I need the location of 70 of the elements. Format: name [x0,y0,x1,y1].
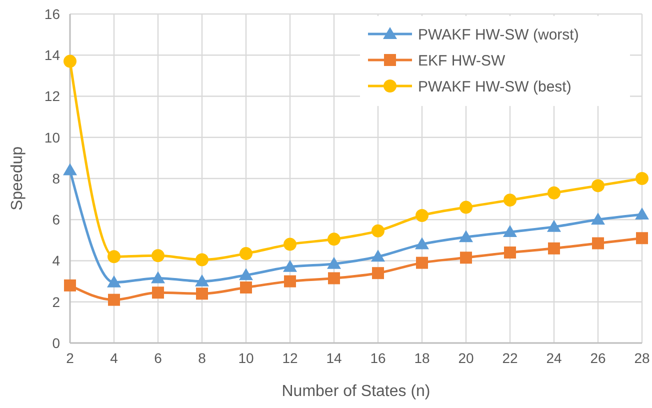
x-tick-label: 8 [198,350,206,366]
x-tick-label: 22 [502,350,518,366]
point [372,224,384,238]
y-axis-title: Speedup [9,146,26,211]
point [371,250,385,262]
legend-label: EKF HW-SW [418,52,506,70]
point [239,268,253,280]
point [240,281,252,294]
point [415,237,429,250]
legend-label: PWAKF HW-SW (best) [418,78,572,96]
x-tick-label: 6 [154,350,162,366]
point [328,272,340,284]
point [459,230,473,242]
point [416,256,428,269]
x-tick-label: 18 [414,350,430,366]
x-tick-label: 14 [326,350,342,366]
point [195,274,209,286]
point [107,275,121,288]
x-tick-label: 28 [634,350,650,366]
y-tick-label: 8 [52,170,60,186]
point [151,271,165,284]
x-tick-label: 2 [66,350,74,366]
x-tick-label: 26 [590,350,606,366]
y-tick-label: 16 [44,6,60,22]
point [591,212,605,225]
x-tick-label: 10 [238,350,254,366]
y-tick-label: 12 [44,88,60,104]
point [372,267,384,280]
point [196,253,208,266]
y-tick-label: 0 [52,334,60,351]
y-tick-label: 6 [52,212,60,228]
point [328,232,340,246]
point [460,200,472,214]
point [592,237,604,250]
point [284,238,296,251]
point [416,209,428,222]
point [460,252,472,264]
y-tick-label: 4 [52,252,60,269]
legend-label: PWAKF HW-SW (worst) [418,26,579,44]
point [63,163,77,176]
point [503,224,517,237]
point [636,232,648,244]
point [240,247,252,260]
point [504,246,516,259]
point [108,294,120,306]
point [592,179,604,192]
x-axis-title: Number of States (n) [282,383,430,400]
point [327,256,341,269]
point [548,186,560,200]
x-tick-label: 20 [458,350,474,366]
point [152,286,164,299]
point [548,242,560,254]
x-tick-label: 16 [370,350,386,366]
point [547,220,561,232]
point [504,194,516,207]
x-tick-label: 4 [110,350,118,366]
y-tick-label: 14 [44,47,60,64]
x-tick-label: 12 [282,350,298,366]
point [283,260,297,272]
point [284,275,296,288]
point [64,54,76,68]
y-tick-label: 10 [44,129,60,146]
y-tick-label: 2 [52,294,60,310]
point [108,250,120,264]
point [64,279,76,292]
point [635,207,649,220]
point [636,172,648,185]
x-tick-label: 24 [546,350,562,366]
point [196,288,208,300]
point [152,249,164,262]
